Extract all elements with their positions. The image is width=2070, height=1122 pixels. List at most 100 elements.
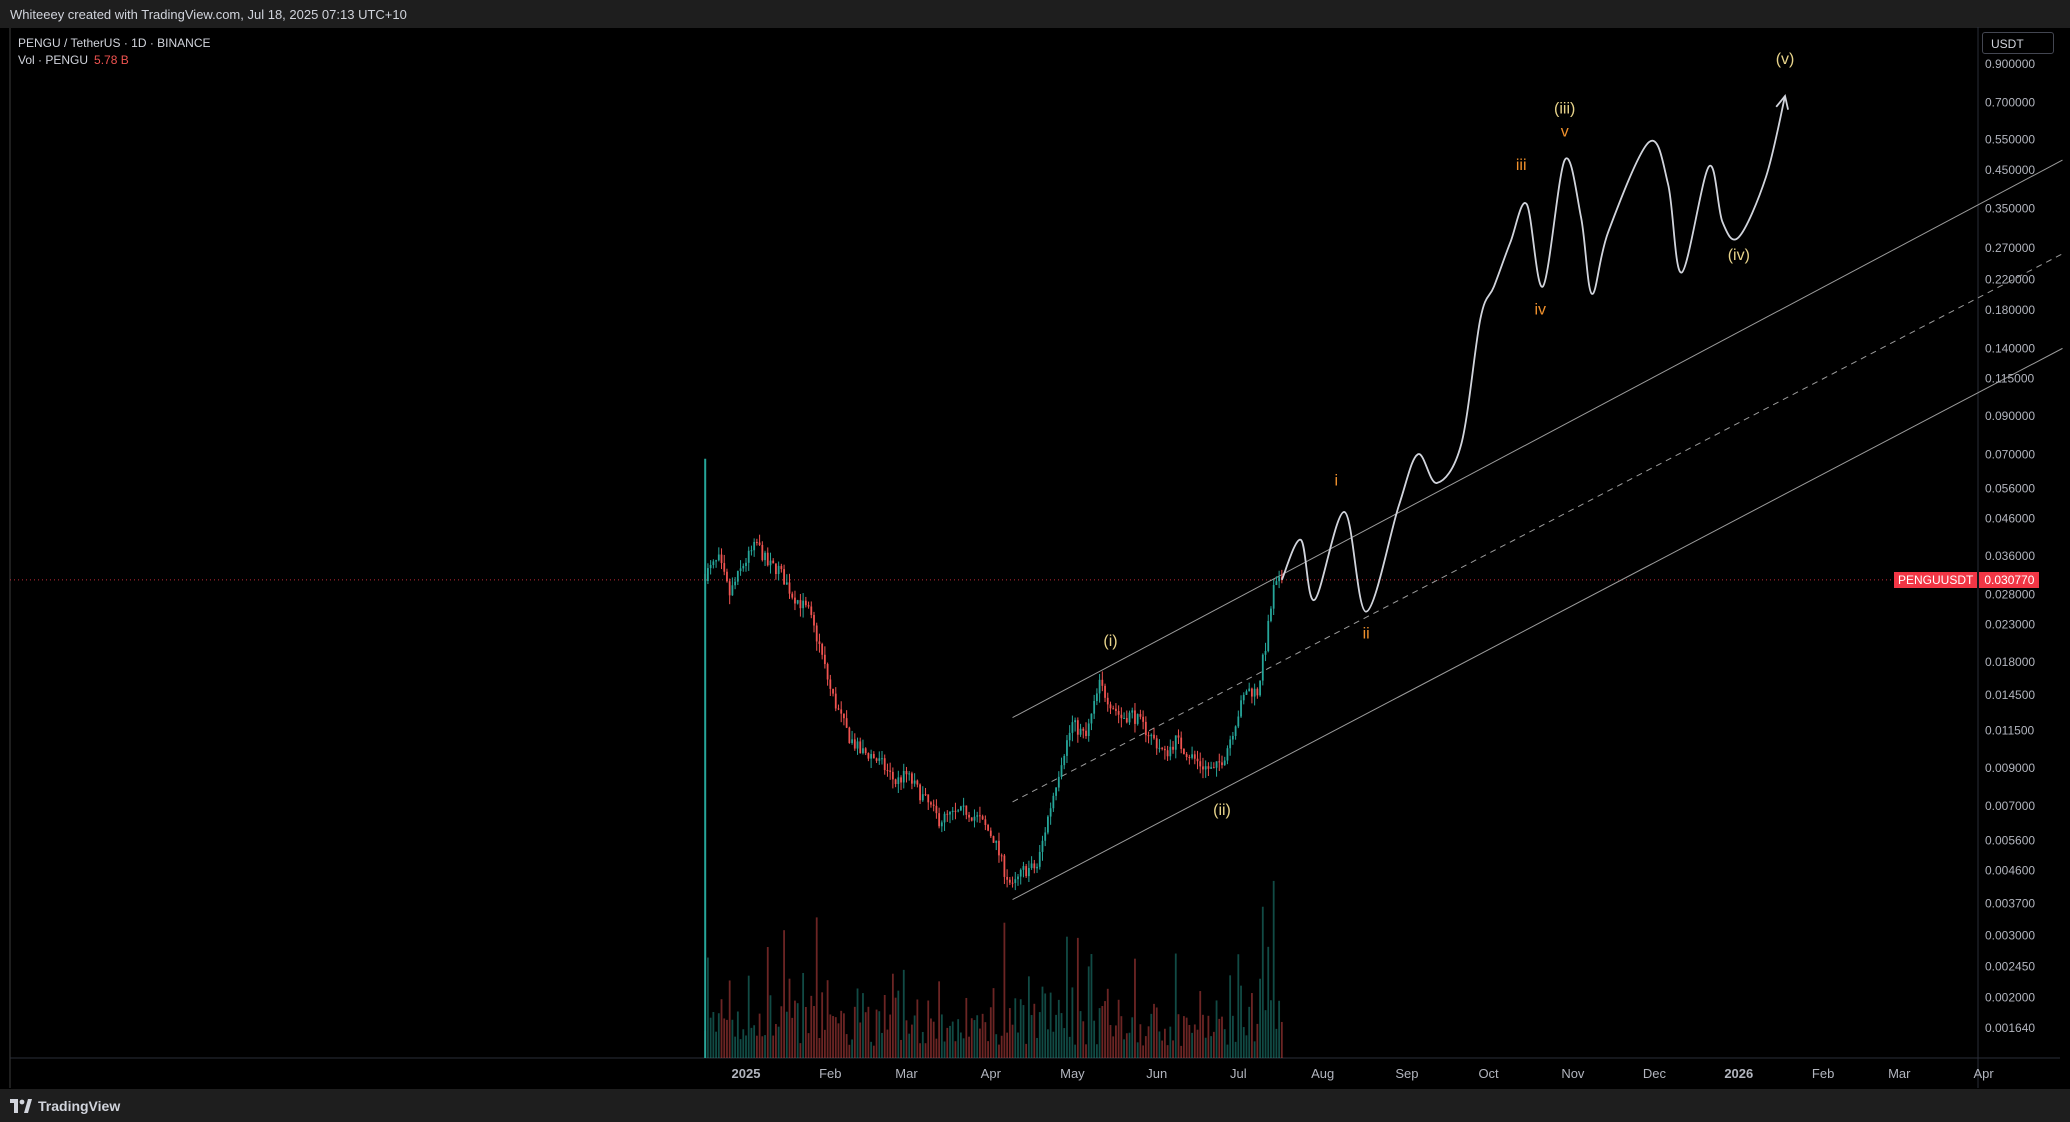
candle-body[interactable] (1003, 855, 1006, 877)
candle-body[interactable] (1106, 697, 1109, 705)
candle-body[interactable] (870, 754, 873, 759)
candle-body[interactable] (981, 816, 984, 820)
candle-body[interactable] (1270, 608, 1272, 621)
candle-body[interactable] (804, 600, 807, 606)
candle-body[interactable] (1261, 654, 1264, 681)
candle-body[interactable] (745, 562, 747, 566)
candle-body[interactable] (1193, 754, 1196, 759)
candle-body[interactable] (1196, 758, 1199, 762)
candle-body[interactable] (813, 614, 815, 626)
candle-body[interactable] (1120, 714, 1123, 719)
candle-body[interactable] (807, 605, 810, 607)
candle-body[interactable] (783, 569, 785, 585)
candle-body[interactable] (989, 830, 992, 837)
currency-unit-button[interactable]: USDT (1982, 32, 2054, 54)
candle-body[interactable] (1245, 691, 1248, 695)
candle-body[interactable] (1155, 738, 1158, 749)
candle-body[interactable] (1019, 869, 1022, 877)
candle-body[interactable] (1172, 746, 1174, 750)
candle-body[interactable] (1177, 735, 1180, 738)
candle-body[interactable] (1085, 730, 1087, 737)
candle-body[interactable] (1272, 585, 1275, 609)
candle-body[interactable] (867, 753, 870, 759)
candle-body[interactable] (1153, 734, 1155, 739)
candle-body[interactable] (946, 813, 949, 815)
candle-body[interactable] (829, 679, 832, 689)
candle-body[interactable] (1068, 732, 1071, 741)
candle-body[interactable] (750, 550, 753, 552)
candle-body[interactable] (851, 739, 853, 744)
candle-body[interactable] (1104, 685, 1106, 698)
candle-body[interactable] (1212, 767, 1215, 769)
candle-body[interactable] (796, 600, 799, 604)
candle-body[interactable] (1109, 704, 1112, 709)
candle-body[interactable] (1267, 620, 1270, 651)
candle-body[interactable] (987, 824, 989, 831)
symbol-legend[interactable]: PENGU / TetherUS · 1D · BINANCE (18, 36, 211, 50)
candle-body[interactable] (1066, 740, 1068, 756)
candle-body[interactable] (728, 581, 731, 596)
candle-body[interactable] (731, 585, 734, 596)
candle-body[interactable] (1025, 866, 1028, 877)
candle-body[interactable] (1161, 747, 1164, 749)
candle-body[interactable] (1253, 688, 1256, 697)
candle-body[interactable] (785, 582, 788, 585)
candle-body[interactable] (1144, 721, 1147, 736)
candle-body[interactable] (930, 802, 932, 805)
candle-body[interactable] (739, 568, 742, 572)
candle-body[interactable] (772, 560, 775, 564)
candle-body[interactable] (1022, 866, 1025, 870)
candle-body[interactable] (1049, 808, 1052, 817)
candle-body[interactable] (1185, 754, 1188, 758)
candle-body[interactable] (837, 708, 840, 710)
candle-body[interactable] (894, 779, 897, 784)
candle-body[interactable] (1098, 679, 1101, 694)
candle-body[interactable] (742, 565, 745, 569)
candle-body[interactable] (1087, 723, 1090, 737)
candle-body[interactable] (1259, 680, 1261, 696)
candle-body[interactable] (840, 709, 843, 714)
candle-body[interactable] (1000, 855, 1003, 857)
candle-body[interactable] (802, 600, 805, 609)
candle-body[interactable] (1014, 879, 1017, 883)
candle-body[interactable] (1169, 746, 1172, 757)
candle-body[interactable] (755, 541, 758, 543)
candle-body[interactable] (1041, 840, 1044, 852)
candle-body[interactable] (823, 654, 826, 665)
projection-path[interactable] (1281, 93, 1789, 613)
candle-body[interactable] (1115, 708, 1117, 711)
tradingview-logo[interactable]: TradingView (10, 1098, 120, 1114)
candle-body[interactable] (927, 794, 930, 803)
candle-body[interactable] (921, 794, 924, 801)
candle-body[interactable] (905, 770, 908, 775)
candle-body[interactable] (1221, 762, 1223, 766)
candle-body[interactable] (815, 625, 818, 642)
candle-body[interactable] (881, 758, 883, 760)
candle-body[interactable] (1248, 688, 1251, 692)
candlesticks[interactable] (704, 458, 1283, 1058)
candle-body[interactable] (1131, 710, 1134, 713)
candle-body[interactable] (1234, 726, 1237, 736)
candle-body[interactable] (1215, 761, 1218, 768)
candle-body[interactable] (1125, 718, 1128, 723)
candle-body[interactable] (848, 727, 851, 744)
candle-body[interactable] (1256, 688, 1259, 696)
candle-body[interactable] (794, 597, 796, 604)
candle-body[interactable] (843, 713, 845, 719)
candle-body[interactable] (1174, 735, 1177, 750)
candle-body[interactable] (1095, 693, 1098, 702)
candle-body[interactable] (897, 777, 900, 784)
candle-body[interactable] (1147, 735, 1150, 737)
candle-body[interactable] (973, 816, 976, 821)
candle-body[interactable] (715, 560, 717, 562)
candle-body[interactable] (1158, 747, 1161, 749)
candle-body[interactable] (968, 814, 970, 818)
candle-body[interactable] (717, 554, 720, 561)
candle-body[interactable] (949, 812, 951, 815)
candle-body[interactable] (856, 741, 859, 749)
candle-body[interactable] (1093, 701, 1096, 714)
candle-body[interactable] (970, 817, 973, 821)
candle-body[interactable] (753, 541, 756, 551)
candle-body[interactable] (712, 561, 715, 565)
